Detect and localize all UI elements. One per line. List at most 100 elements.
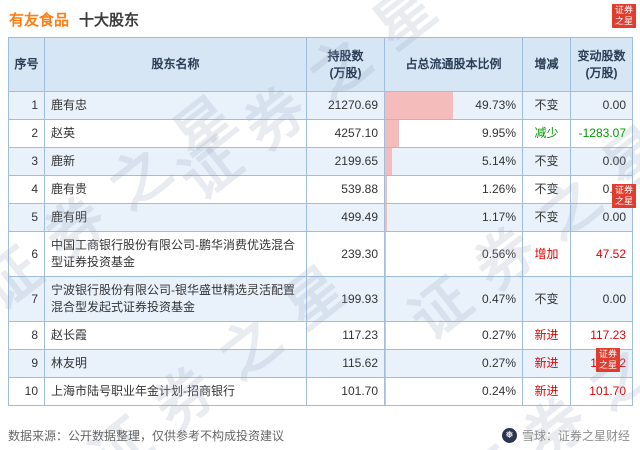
table-header: 序号 股东名称 持股数 (万股) 占总流通股本比例 增减 变动股数 (万股) — [8, 37, 633, 92]
ratio-cell: 5.14% — [384, 147, 523, 176]
shareholder-name-cell: 林友明 — [44, 349, 307, 378]
change-cell: 新进 — [522, 349, 571, 378]
ratio-cell: 0.27% — [384, 321, 523, 350]
table-row: 7 宁波银行股份有限公司-银华盛世精选灵活配置混合型发起式证券投资基金 199.… — [8, 276, 633, 322]
change-cell: 减少 — [522, 119, 571, 148]
rank-cell: 6 — [8, 231, 45, 277]
shares-cell: 101.70 — [306, 377, 385, 406]
shareholder-name-cell: 鹿有忠 — [44, 91, 307, 120]
shares-cell: 4257.10 — [306, 119, 385, 148]
shareholder-name-cell: 宁波银行股份有限公司-银华盛世精选灵活配置混合型发起式证券投资基金 — [44, 276, 307, 322]
table-row: 9 林友明 115.62 0.27% 新进 115.62 — [8, 349, 633, 378]
ratio-text: 1.17% — [481, 210, 516, 224]
ratio-cell: 0.47% — [384, 276, 523, 322]
shares-cell: 239.30 — [306, 231, 385, 277]
change-cell: 新进 — [522, 377, 571, 406]
change-cell: 增加 — [522, 231, 571, 277]
ratio-text: 0.56% — [481, 246, 516, 261]
shareholder-name-cell: 中国工商银行股份有限公司-鹏华消费优选混合型证券投资基金 — [44, 231, 307, 277]
ratio-cell: 0.56% — [384, 231, 523, 277]
shares-cell: 199.93 — [306, 276, 385, 322]
table-row: 1 鹿有忠 21270.69 49.73% 不变 0.00 — [8, 91, 633, 120]
table-row: 3 鹿新 2199.65 5.14% 不变 0.00 — [8, 147, 633, 176]
page-title: 有友食品 十大股东 — [0, 0, 640, 37]
shareholder-name-cell: 上海市陆号职业年金计划-招商银行 — [44, 377, 307, 406]
delta-cell: 115.62 — [570, 349, 633, 378]
company-name: 有友食品 — [9, 12, 70, 29]
shareholder-table: 序号 股东名称 持股数 (万股) 占总流通股本比例 增减 变动股数 (万股) 1… — [8, 37, 633, 406]
ratio-bar — [385, 92, 454, 119]
header-shares: 持股数 (万股) — [306, 37, 385, 92]
ratio-cell: 0.24% — [384, 377, 523, 406]
rank-cell: 8 — [8, 321, 45, 350]
ratio-text: 49.73% — [475, 98, 516, 112]
ratio-text: 5.14% — [481, 154, 516, 168]
rank-cell: 2 — [8, 119, 45, 148]
rank-cell: 3 — [8, 147, 45, 176]
table-row: 4 鹿有贵 539.88 1.26% 不变 0.00 — [8, 175, 633, 204]
table-row: 2 赵英 4257.10 9.95% 减少 -1283.07 — [8, 119, 633, 148]
ratio-bar — [385, 204, 387, 231]
header-change: 增减 — [522, 37, 571, 92]
shares-cell: 539.88 — [306, 175, 385, 204]
ratio-text: 0.24% — [481, 384, 516, 398]
shareholder-name-cell: 鹿有贵 — [44, 175, 307, 204]
ratio-bar — [385, 176, 387, 203]
delta-cell: 0.00 — [570, 91, 633, 120]
rank-cell: 1 — [8, 91, 45, 120]
delta-cell: 117.23 — [570, 321, 633, 350]
data-source-note: 数据来源：公开数据整理，仅供参考不构成投资建议 — [8, 429, 285, 443]
shareholder-name-cell: 赵英 — [44, 119, 307, 148]
shareholder-table-body: 1 鹿有忠 21270.69 49.73% 不变 0.00 2 赵英 4257.… — [8, 91, 633, 406]
shares-cell: 117.23 — [306, 321, 385, 350]
rank-cell: 7 — [8, 276, 45, 322]
delta-cell: 0.00 — [570, 276, 633, 322]
brand-credit: ❅ 雪球：证券之星财经 — [501, 427, 630, 444]
table-row: 6 中国工商银行股份有限公司-鹏华消费优选混合型证券投资基金 239.30 0.… — [8, 231, 633, 277]
delta-cell: -1283.07 — [570, 119, 633, 148]
change-cell: 不变 — [522, 91, 571, 120]
footer: 数据来源：公开数据整理，仅供参考不构成投资建议 ❅ 雪球：证券之星财经 — [8, 427, 630, 444]
snowball-icon: ❅ — [501, 428, 517, 443]
rank-cell: 9 — [8, 349, 45, 378]
header-rank: 序号 — [8, 37, 45, 92]
change-cell: 不变 — [522, 175, 571, 204]
report-title: 十大股东 — [79, 12, 140, 29]
header-ratio: 占总流通股本比例 — [384, 37, 523, 92]
ratio-bar — [385, 277, 386, 321]
ratio-text: 0.47% — [481, 291, 516, 306]
table-row: 10 上海市陆号职业年金计划-招商银行 101.70 0.24% 新进 101.… — [8, 377, 633, 406]
delta-cell: 0.00 — [570, 175, 633, 204]
header-shareholder-name: 股东名称 — [44, 37, 307, 92]
ratio-cell: 9.95% — [384, 119, 523, 148]
ratio-text: 0.27% — [481, 328, 516, 342]
ratio-bar — [385, 232, 386, 276]
shares-cell: 2199.65 — [306, 147, 385, 176]
table-row: 8 赵长霞 117.23 0.27% 新进 117.23 — [8, 321, 633, 350]
delta-cell: 47.52 — [570, 231, 633, 277]
header-delta: 变动股数 (万股) — [570, 37, 633, 92]
table-row: 5 鹿有明 499.49 1.17% 不变 0.00 — [8, 203, 633, 232]
ratio-text: 9.95% — [481, 126, 516, 140]
delta-cell: 0.00 — [570, 147, 633, 176]
delta-cell: 0.00 — [570, 203, 633, 232]
shares-cell: 115.62 — [306, 349, 385, 378]
rank-cell: 5 — [8, 203, 45, 232]
ratio-cell: 1.26% — [384, 175, 523, 204]
change-cell: 不变 — [522, 203, 571, 232]
ratio-bar — [385, 148, 393, 175]
shareholder-name-cell: 鹿有明 — [44, 203, 307, 232]
shareholder-name-cell: 鹿新 — [44, 147, 307, 176]
shareholder-name-cell: 赵长霞 — [44, 321, 307, 350]
brand-credit-text: 雪球：证券之星财经 — [521, 429, 630, 443]
rank-cell: 4 — [8, 175, 45, 204]
ratio-bar — [385, 120, 399, 147]
ratio-cell: 1.17% — [384, 203, 523, 232]
shares-cell: 499.49 — [306, 203, 385, 232]
rank-cell: 10 — [8, 377, 45, 406]
change-cell: 不变 — [522, 147, 571, 176]
change-cell: 不变 — [522, 276, 571, 322]
delta-cell: 101.70 — [570, 377, 633, 406]
ratio-text: 1.26% — [481, 182, 516, 196]
